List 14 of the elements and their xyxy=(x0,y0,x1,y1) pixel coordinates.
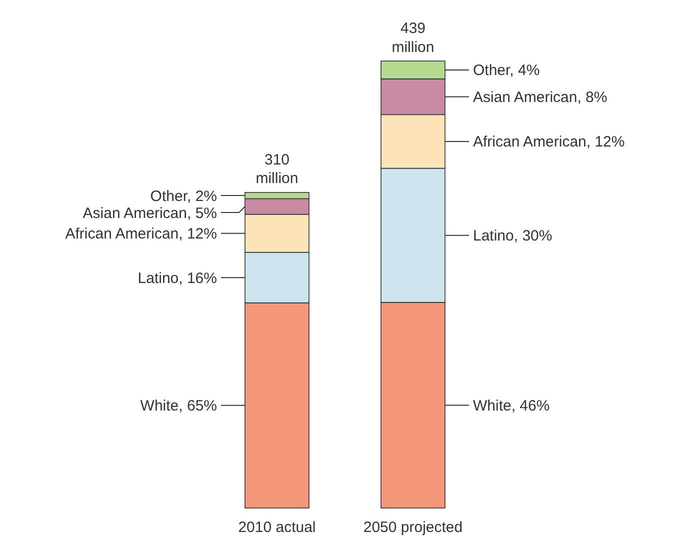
text: 439 million xyxy=(392,20,434,56)
annotation: Asian American, 5% xyxy=(82,204,217,222)
annotation: Latino, 30% xyxy=(473,228,552,245)
annotation: White, 46% xyxy=(473,397,550,414)
annotation: Latino, 16% xyxy=(138,270,217,287)
x-tick-label: 2010 actual xyxy=(238,519,316,536)
annotation: 310 million xyxy=(256,151,298,188)
annotation: Other, 4% xyxy=(473,62,540,80)
annotation: Asian American, 8% xyxy=(473,89,608,106)
annotation: African American, 12% xyxy=(473,134,625,151)
annotation: Other, 2% xyxy=(150,188,217,205)
x-tick-label: 2050 projected xyxy=(363,519,463,536)
annotation: African American, 12% xyxy=(65,226,217,243)
annotation: White, 65% xyxy=(140,398,217,415)
